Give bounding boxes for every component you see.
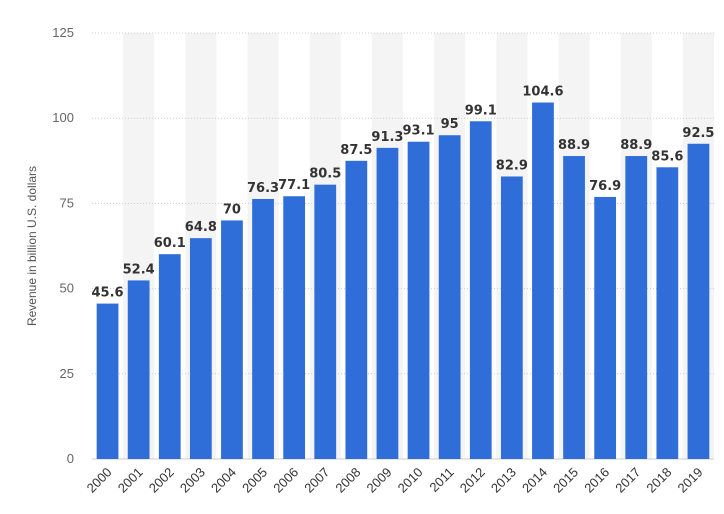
bar-2009	[376, 147, 399, 459]
bar-2010	[407, 141, 430, 459]
bar-2017	[625, 156, 648, 459]
data-label-2003: 64.8	[185, 220, 217, 235]
bar-2012	[469, 121, 492, 459]
x-tick-label-2000: 2000	[84, 465, 115, 496]
x-tick-label-2004: 2004	[208, 465, 239, 496]
y-tick-label: 100	[52, 110, 74, 125]
x-tick-label-2019: 2019	[675, 465, 706, 496]
bar-2014	[532, 102, 554, 460]
y-tick-label: 25	[60, 366, 74, 381]
bar-2005	[252, 198, 274, 459]
data-label-2004: 70	[223, 202, 241, 217]
data-label-2016: 76.9	[589, 179, 621, 194]
x-tick-label-2009: 2009	[364, 465, 395, 496]
y-axis-ticks: 0 25 50 75 100 125	[52, 25, 74, 466]
data-label-2007: 80.5	[309, 167, 341, 182]
data-label-2011: 95	[441, 117, 459, 132]
y-tick-label: 75	[60, 195, 74, 210]
x-tick-label-2018: 2018	[643, 465, 674, 496]
x-tick-label-2014: 2014	[519, 465, 550, 496]
bar-2001	[127, 280, 150, 459]
bar-2008	[345, 160, 368, 460]
y-tick-label: 0	[67, 451, 74, 466]
bar-2004	[221, 220, 243, 459]
y-tick-label: 125	[52, 25, 74, 40]
data-label-2005: 76.3	[247, 181, 279, 196]
data-labels: 45.6 52.4 60.164.8 70 76.3 77.180.5 87.591.3 93…	[92, 85, 715, 301]
x-tick-label-2016: 2016	[581, 465, 612, 496]
x-tick-label-2001: 2001	[115, 465, 146, 496]
bar-2003	[189, 238, 212, 459]
bar-2013	[500, 176, 523, 459]
bar-2018	[656, 167, 679, 459]
x-tick-label-2017: 2017	[612, 465, 643, 496]
data-label-2009: 91.3	[371, 130, 403, 145]
x-tick-label-2007: 2007	[301, 465, 332, 496]
x-tick-label-2003: 2003	[177, 465, 208, 496]
data-label-2013: 82.9	[496, 158, 528, 173]
x-tick-label-2011: 2011	[426, 465, 456, 495]
x-tick-label-2006: 2006	[270, 465, 301, 496]
bar-2015	[563, 156, 585, 459]
bar-2006	[283, 196, 306, 459]
x-tick-label-2005: 2005	[239, 465, 270, 496]
x-tick-label-2013: 2013	[488, 465, 519, 496]
bar-2019	[687, 143, 710, 459]
x-tick-label-2002: 2002	[146, 465, 177, 496]
bar-2011	[438, 135, 461, 460]
y-tick-label: 50	[60, 281, 74, 296]
data-label-2006: 77.1	[278, 178, 310, 193]
bar-2007	[314, 184, 337, 459]
x-axis-ticks: 2000 2001 2002 2003 2004 2005 2006 2007 2008 2009…	[84, 465, 706, 496]
data-label-2019: 92.5	[682, 126, 714, 141]
data-label-2017: 88.9	[620, 138, 652, 153]
x-tick-label-2008: 2008	[332, 465, 363, 496]
data-label-2000: 45.6	[92, 286, 124, 301]
data-label-2010: 93.1	[403, 124, 435, 139]
x-tick-label-2015: 2015	[550, 465, 581, 496]
data-label-2018: 85.6	[651, 149, 683, 164]
bar-2000	[96, 303, 119, 459]
data-label-2002: 60.1	[154, 236, 186, 251]
data-label-2015: 88.9	[558, 138, 590, 153]
bar-2002	[158, 254, 181, 459]
x-tick-label-2012: 2012	[457, 465, 488, 496]
x-tick-label-2010: 2010	[395, 465, 426, 496]
y-axis-title: Revenue in billion U.S. dollars	[25, 166, 39, 326]
data-label-2012: 99.1	[465, 103, 497, 118]
data-label-2014: 104.6	[522, 85, 563, 100]
data-label-2008: 87.5	[340, 143, 372, 158]
bar-2016	[594, 196, 617, 459]
data-label-2001: 52.4	[123, 262, 155, 277]
bars	[96, 102, 710, 460]
